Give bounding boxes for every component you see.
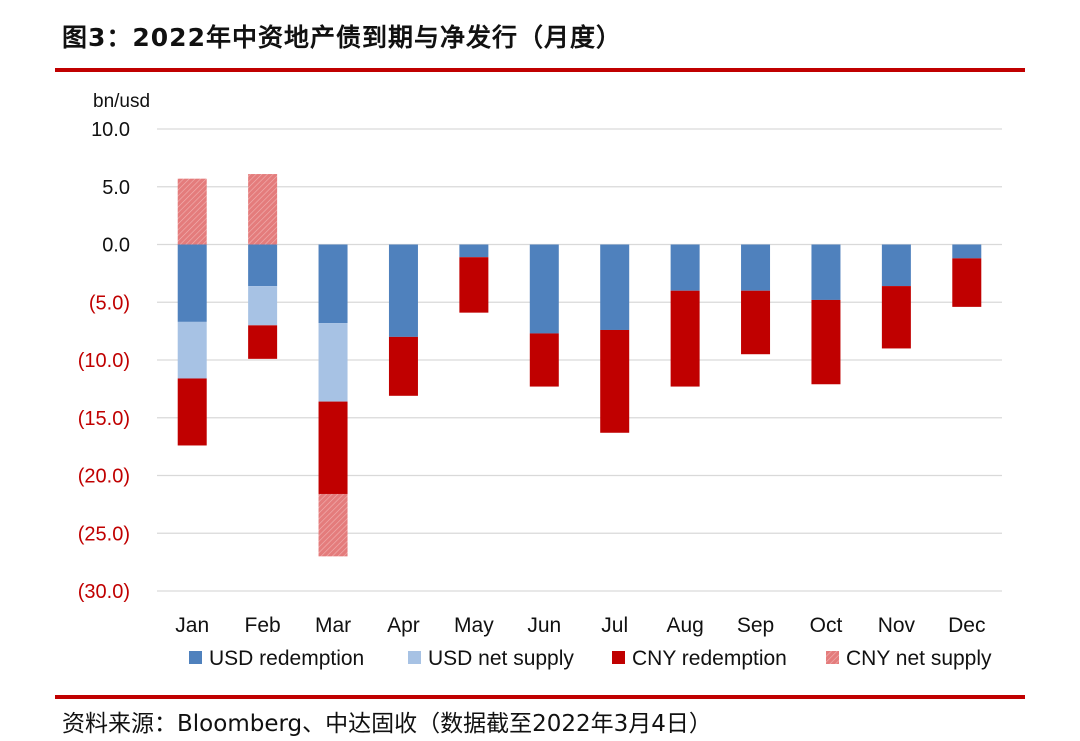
bar-cny-net-supply [177, 178, 207, 245]
x-category-label: Apr [387, 614, 420, 637]
x-category-label: Dec [948, 614, 985, 637]
bar-cny-redemption [529, 333, 559, 387]
x-category-label: Jul [601, 614, 628, 637]
bar-cny-redemption [670, 290, 700, 387]
bar-usd-redemption [811, 244, 841, 300]
bar-usd-redemption [529, 244, 559, 334]
bars [177, 174, 982, 557]
x-category-label: May [454, 614, 494, 637]
bar-cny-redemption [952, 258, 982, 307]
unit-label: bn/usd [93, 91, 150, 112]
y-tick-label: (30.0) [78, 581, 130, 603]
y-tick-label: (25.0) [78, 523, 130, 545]
x-category-label: Aug [666, 614, 703, 637]
legend-swatch [826, 651, 839, 664]
legend-label: USD redemption [209, 647, 364, 670]
bar-usd-redemption [670, 244, 700, 291]
bottom-divider [55, 695, 1025, 699]
legend: USD redemption USD net supply CNY redempti… [189, 647, 992, 670]
source-note: 资料来源：Bloomberg、中达固收（数据截至2022年3月4日） [62, 711, 712, 737]
x-category-label: Nov [878, 614, 916, 637]
bar-cny-redemption [248, 325, 278, 359]
y-tick-label: 10.0 [91, 119, 130, 141]
bar-usd-net-supply [177, 321, 207, 379]
y-tick-label: (15.0) [78, 408, 130, 430]
legend-label: CNY net supply [846, 647, 992, 670]
y-tick-label: (20.0) [78, 466, 130, 488]
bar-cny-redemption [388, 336, 418, 396]
x-category-label: Jun [527, 614, 561, 637]
top-divider [55, 68, 1025, 72]
bar-usd-redemption [881, 244, 911, 287]
legend-swatch [612, 651, 625, 664]
y-tick-label: (10.0) [78, 350, 130, 372]
bar-usd-redemption [741, 244, 771, 291]
x-category-label: Sep [737, 614, 774, 637]
bar-usd-redemption [177, 244, 207, 322]
bar-cny-redemption [881, 286, 911, 349]
bar-usd-redemption [388, 244, 418, 337]
y-axis-ticks: 10.0 5.0 0.0 (5.0) (10.0) (15.0) (20.0) (25.0) (… [78, 119, 130, 603]
legend-label: CNY redemption [632, 647, 787, 670]
x-category-label: Jan [175, 614, 209, 637]
bar-usd-redemption [952, 244, 982, 259]
bar-usd-redemption [248, 244, 278, 287]
bar-cny-redemption [459, 257, 489, 313]
bar-cny-redemption [741, 290, 771, 355]
legend-label: USD net supply [428, 647, 574, 670]
bar-usd-redemption [459, 244, 489, 258]
y-tick-label: (5.0) [89, 292, 130, 314]
bar-cny-redemption [318, 401, 348, 494]
legend-swatch [189, 651, 202, 664]
grid-lines [157, 128, 1002, 592]
bar-cny-redemption [177, 378, 207, 446]
bar-usd-redemption [600, 244, 630, 330]
chart-title: 图3：2022年中资地产债到期与净发行（月度） [62, 23, 622, 52]
legend-swatch [408, 651, 421, 664]
bar-cny-net-supply [318, 493, 348, 557]
bar-cny-net-supply [248, 174, 278, 245]
x-axis-categories: Jan Feb Mar Apr May Jun Jul Aug Sep Oct Nov Dec [175, 614, 985, 637]
bar-cny-redemption [600, 329, 630, 433]
x-category-label: Feb [245, 614, 281, 637]
x-category-label: Mar [315, 614, 351, 637]
bar-usd-net-supply [318, 323, 348, 402]
bar-cny-redemption [811, 299, 841, 385]
bar-usd-net-supply [248, 286, 278, 326]
y-tick-label: 5.0 [102, 177, 130, 199]
x-category-label: Oct [810, 614, 843, 637]
y-tick-label: 0.0 [102, 235, 130, 257]
bar-usd-redemption [318, 244, 348, 324]
